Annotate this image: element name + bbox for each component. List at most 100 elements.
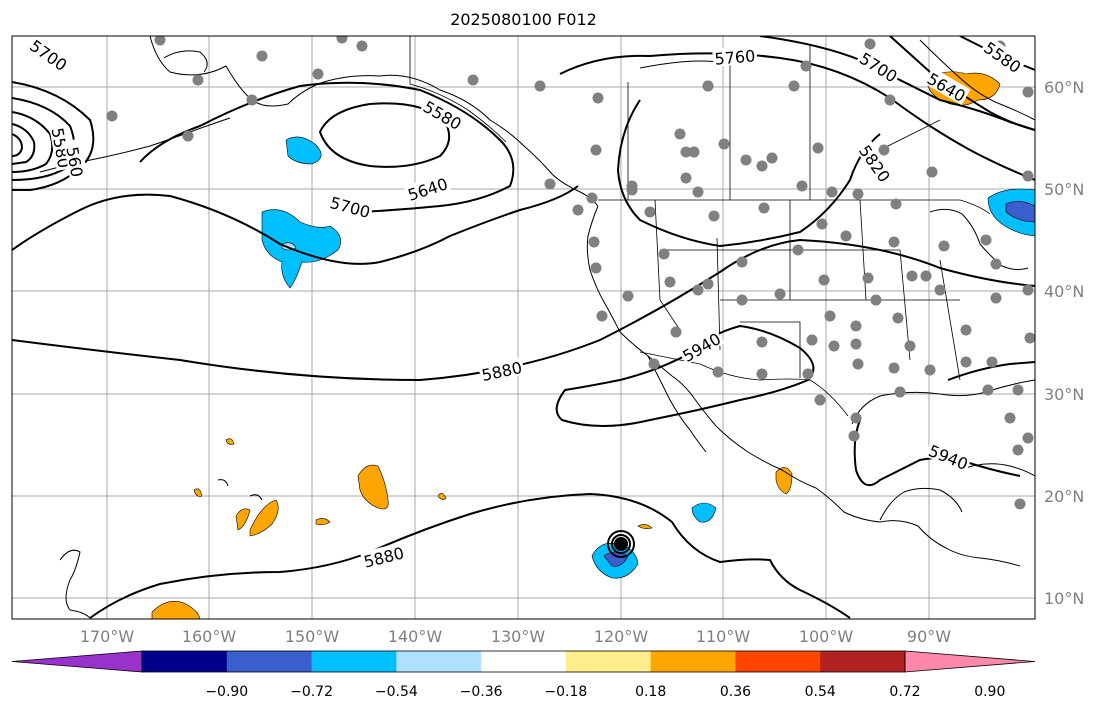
- station-marker: [736, 256, 748, 268]
- contour-5700-low-w: [12, 81, 95, 191]
- anomaly-region-gulf-blue: [285, 136, 322, 165]
- border-us-canada: [598, 199, 991, 215]
- colorbar-tick-label: −0.36: [460, 684, 503, 700]
- colorbar-outline: [141, 650, 906, 673]
- station-marker: [740, 154, 752, 166]
- station-marker: [920, 270, 932, 282]
- station-marker: [626, 184, 638, 196]
- station-marker: [850, 412, 862, 424]
- longitude-label: 120°W: [594, 627, 649, 646]
- gridlines: [12, 36, 1035, 619]
- station-marker: [718, 138, 730, 150]
- station-marker: [588, 236, 600, 248]
- station-marker: [246, 94, 258, 106]
- latitude-label: 20°N: [1044, 487, 1084, 506]
- colorbar-tick-label: −0.54: [375, 684, 418, 700]
- colorbar: [11, 650, 1036, 673]
- anomaly-region-small-orange-2: [193, 488, 203, 497]
- latitude-label: 60°N: [1044, 78, 1084, 97]
- latitude-labels: 10°N 20°N 30°N 40°N 50°N 60°N: [1044, 78, 1084, 608]
- colorbar-segment: [735, 651, 821, 672]
- border-state-9: [939, 259, 961, 381]
- station-marker: [888, 362, 900, 374]
- station-marker: [906, 270, 918, 282]
- contour-5580-low: [318, 102, 451, 168]
- longitude-label: 170°W: [80, 627, 135, 646]
- station-marker: [792, 244, 804, 256]
- longitude-label: 90°W: [907, 627, 951, 646]
- colorbar-segment: [311, 651, 397, 672]
- contour-5700-pacific: [12, 185, 579, 265]
- colorbar-tick-label: −0.90: [205, 684, 248, 700]
- coastline-hudson: [919, 39, 1035, 121]
- border-state-2: [716, 237, 721, 351]
- colorbar-extend-low: [11, 650, 143, 673]
- colorbar-segment: [396, 651, 482, 672]
- border-state-1: [654, 199, 681, 331]
- station-marker: [904, 340, 916, 352]
- contour-5640-gulf: [139, 81, 515, 213]
- contour-storm-ring-2: [611, 534, 632, 554]
- contour-label: 560: [62, 138, 89, 185]
- anomaly-region-hawaii-orange-2: [249, 499, 279, 537]
- station-marker: [870, 294, 882, 306]
- colorbar-segment: [820, 651, 906, 672]
- station-marker: [736, 294, 748, 306]
- station-marker: [1022, 170, 1034, 182]
- colorbar-extend-high: [904, 650, 1036, 673]
- station-marker: [924, 364, 936, 376]
- station-marker: [788, 80, 800, 92]
- station-marker: [106, 110, 118, 122]
- station-marker: [534, 80, 546, 92]
- contour-5580-low-w: [12, 111, 54, 173]
- station-marker: [826, 186, 838, 198]
- station-marker: [758, 202, 770, 214]
- station-marker: [702, 80, 714, 92]
- anomaly-region-pacific-blue: [261, 209, 341, 289]
- longitude-label: 160°W: [182, 627, 237, 646]
- colorbar-tick-label: 0.90: [974, 684, 1005, 700]
- latitude-label: 30°N: [1044, 385, 1084, 404]
- colorbar-tick-label: 0.36: [720, 684, 751, 700]
- station-marker: [596, 310, 608, 322]
- island-north-1: [163, 50, 208, 73]
- contour-storm-ring-1: [607, 530, 636, 558]
- station-marker: [796, 180, 808, 192]
- station-marker: [356, 40, 368, 52]
- station-marker: [182, 130, 194, 142]
- contour-5460-low-w: [12, 133, 24, 157]
- station-marker: [312, 68, 324, 80]
- colorbar-tick-label: 0.18: [635, 684, 666, 700]
- station-marker: [884, 94, 896, 106]
- anomaly-region-small-orange-4: [637, 524, 653, 529]
- station-marker: [658, 248, 670, 260]
- station-marker: [990, 258, 1002, 270]
- station-marker: [756, 160, 768, 172]
- station-marker: [467, 74, 479, 86]
- map-title: 2025080100 F012: [450, 10, 597, 29]
- anomaly-region-small-orange-1: [225, 438, 235, 445]
- station-marker: [766, 152, 778, 164]
- station-marker: [960, 356, 972, 368]
- station-marker: [852, 188, 864, 200]
- station-marker: [1022, 86, 1034, 98]
- contour-label: 5700: [326, 191, 375, 222]
- longitude-label: 100°W: [799, 627, 854, 646]
- station-marker: [688, 146, 700, 158]
- station-marker: [1024, 332, 1035, 344]
- station-marker: [926, 166, 938, 178]
- anomaly-region-hawaii-orange-3: [235, 508, 251, 531]
- longitude-label: 110°W: [696, 627, 751, 646]
- station-marker: [692, 186, 704, 198]
- station-marker: [756, 336, 768, 348]
- station-marker: [1022, 284, 1034, 296]
- anomaly-region-baja-blue: [691, 502, 717, 523]
- longitude-labels: 170°W 160°W 150°W 140°W 130°W 120°W 110°W 100°W…: [80, 627, 951, 646]
- colorbar-segment: [226, 651, 313, 672]
- colorbar-tick-label: 0.54: [805, 684, 836, 700]
- island-north-2: [639, 60, 721, 69]
- station-marker: [864, 38, 876, 50]
- map-border: [11, 35, 1036, 620]
- coastline-baja: [647, 355, 707, 453]
- border-us-mexico: [639, 351, 849, 417]
